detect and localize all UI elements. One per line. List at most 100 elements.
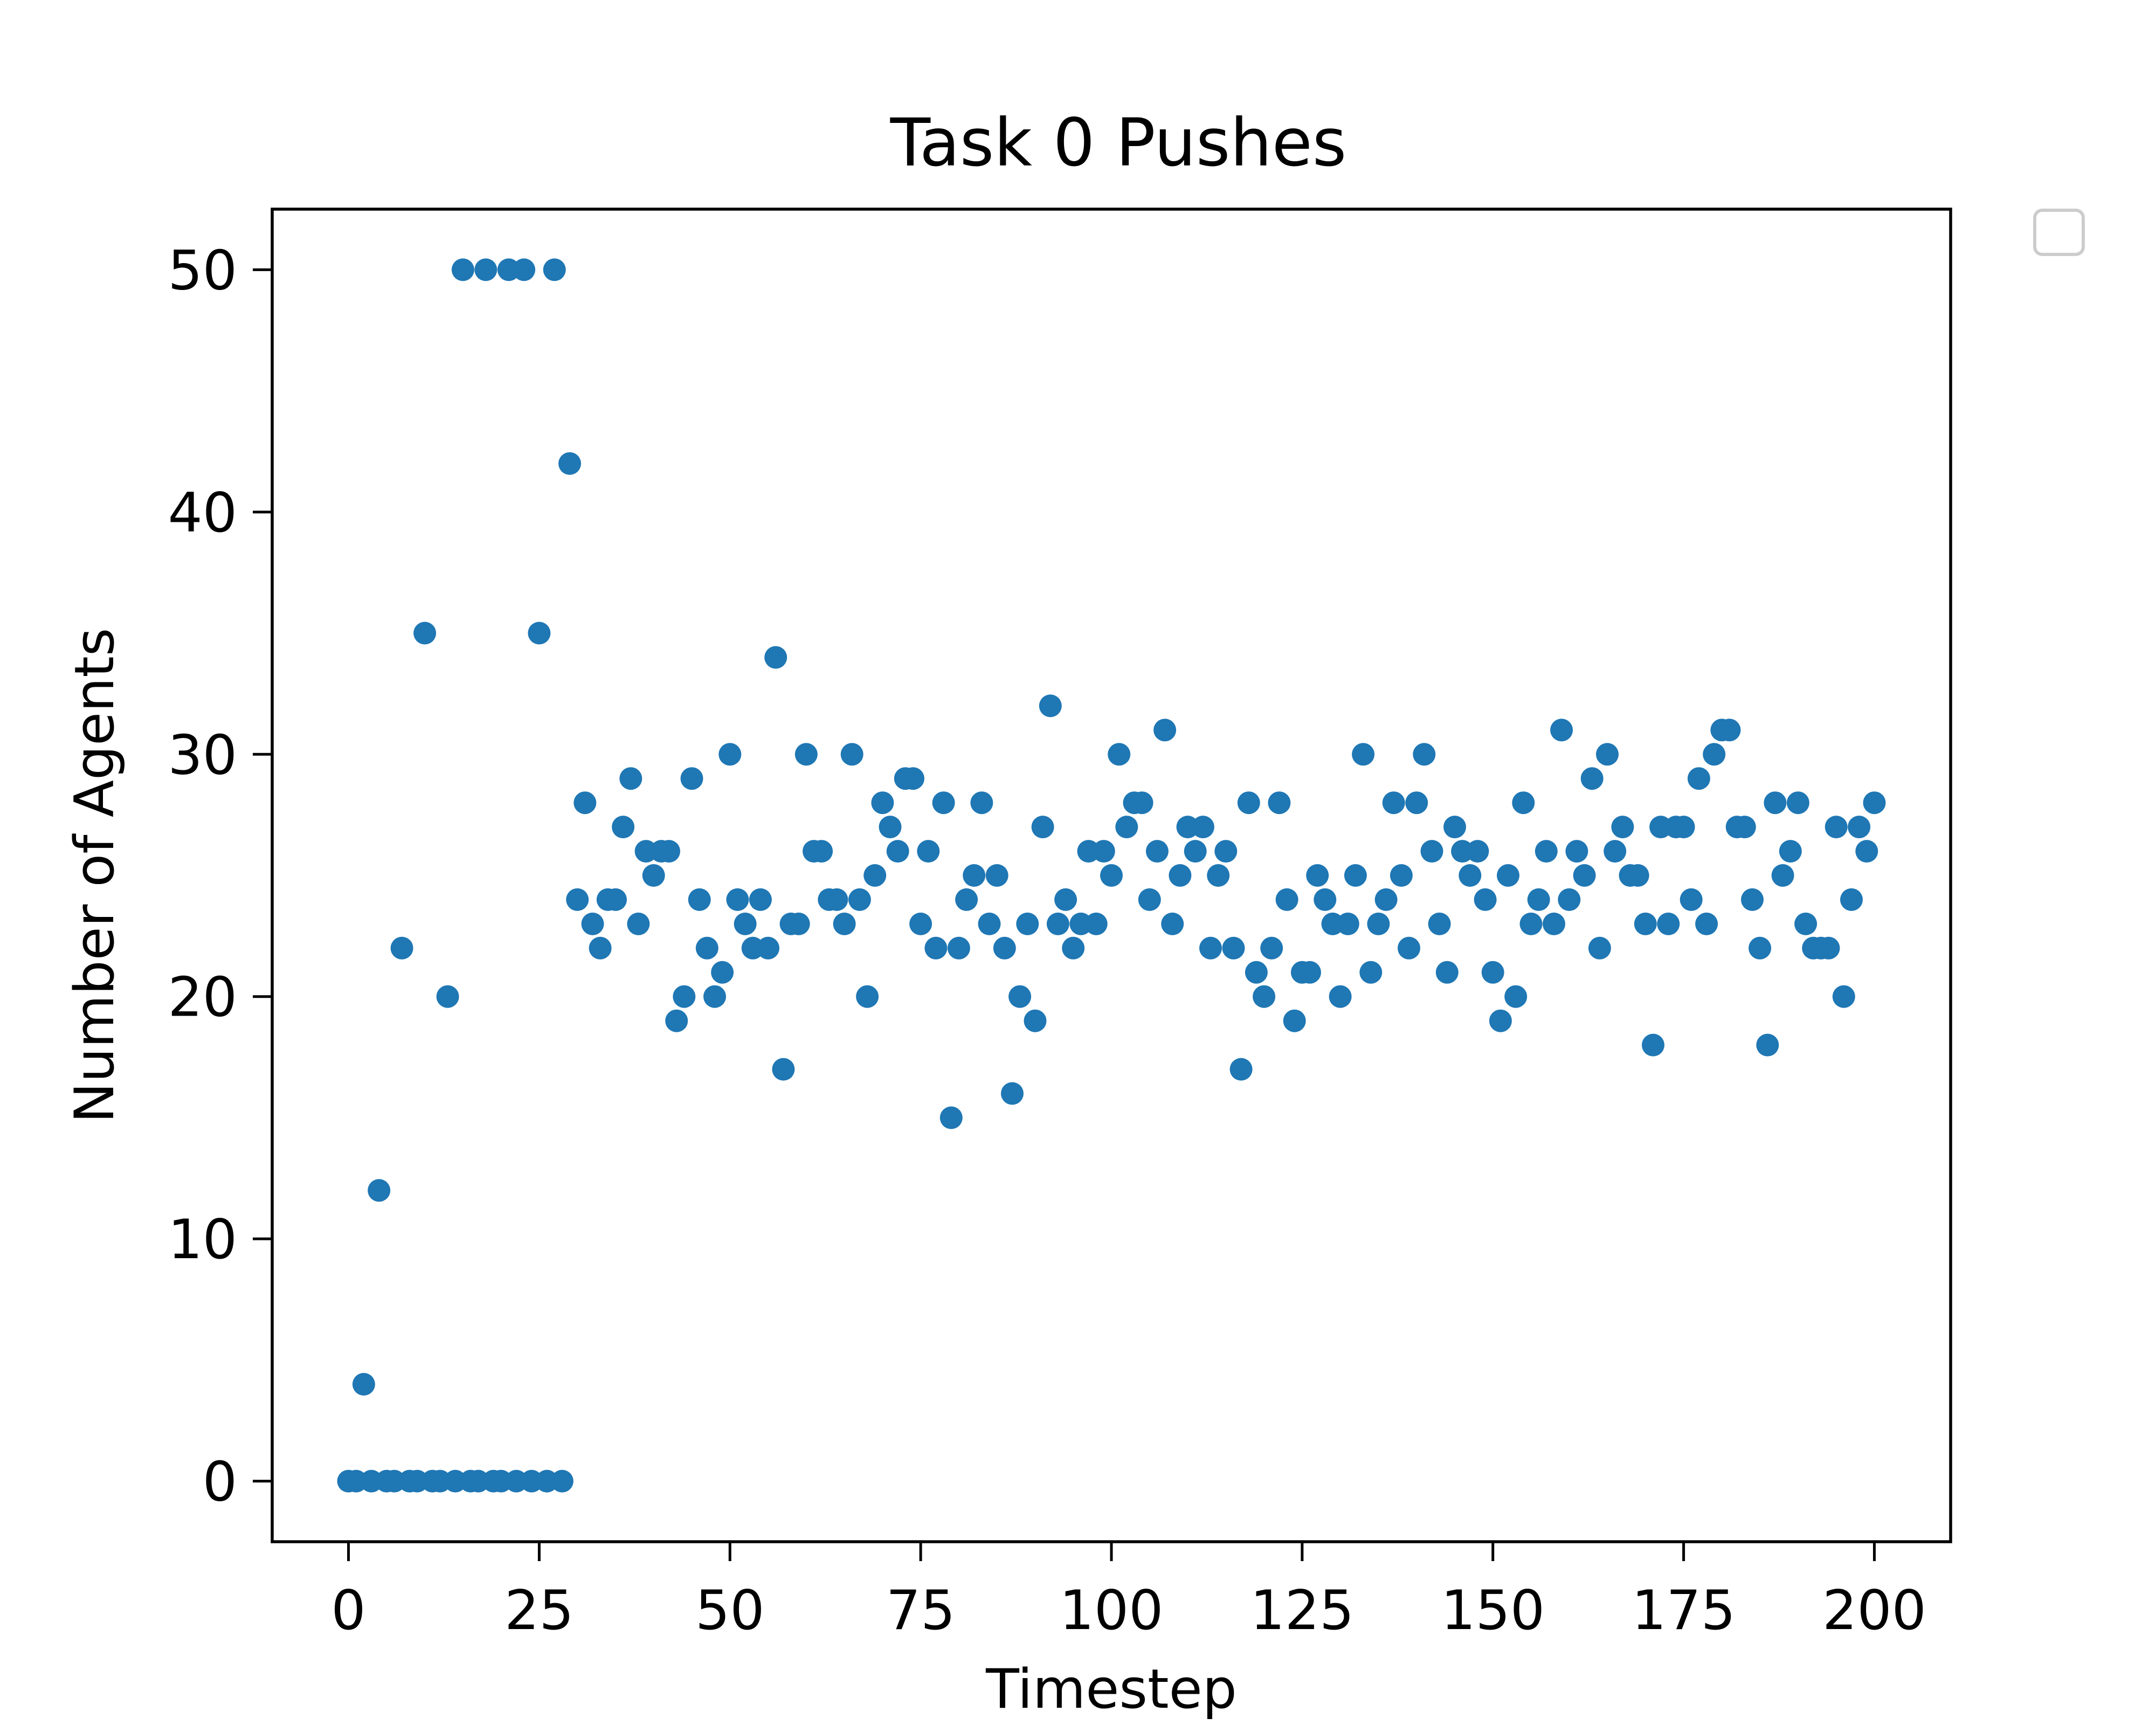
data-point: [1390, 864, 1413, 887]
data-point: [673, 985, 696, 1008]
data-point: [1199, 936, 1222, 960]
data-point: [978, 912, 1001, 935]
data-point: [1191, 816, 1214, 839]
x-tick-label: 125: [1250, 1578, 1354, 1642]
data-point: [1512, 791, 1535, 815]
data-point: [1115, 816, 1138, 839]
data-point: [848, 888, 871, 911]
x-axis-label: Timestep: [985, 1657, 1237, 1721]
data-point: [772, 1058, 795, 1081]
data-point: [1550, 719, 1573, 742]
x-axis-ticks: 0 25 50 75 100 125 150 175 200: [331, 1542, 1926, 1642]
data-point: [1672, 816, 1695, 839]
data-point: [871, 791, 894, 815]
data-point: [604, 888, 627, 911]
data-point: [1184, 840, 1207, 863]
data-point: [1695, 912, 1718, 935]
data-point: [1580, 767, 1604, 790]
data-point: [1642, 1033, 1664, 1057]
data-point: [1558, 888, 1581, 911]
data-point: [1359, 961, 1383, 984]
data-point: [718, 743, 742, 766]
data-point: [1680, 888, 1703, 911]
data-point: [1306, 864, 1329, 887]
y-tick-label: 20: [168, 965, 237, 1029]
data-point: [1687, 767, 1710, 790]
y-axis-label: Number of Agents: [63, 628, 126, 1123]
y-axis-ticks: 0 10 20 30 40 50: [168, 238, 272, 1514]
data-point: [1611, 816, 1634, 839]
data-point: [886, 840, 909, 863]
y-tick-label: 0: [203, 1450, 237, 1514]
data-point: [840, 743, 863, 766]
data-point: [757, 936, 779, 960]
data-point: [726, 888, 749, 911]
data-point: [619, 767, 642, 790]
data-point: [1741, 888, 1764, 911]
data-point: [1169, 864, 1192, 887]
data-point: [1703, 743, 1726, 766]
data-point: [1062, 936, 1085, 960]
data-point: [787, 912, 810, 935]
data-point: [1367, 912, 1390, 935]
data-point: [612, 816, 635, 839]
data-point: [1657, 912, 1680, 935]
data-point: [566, 888, 589, 911]
data-point: [1855, 840, 1878, 863]
data-point: [833, 912, 856, 935]
data-point: [1336, 912, 1359, 935]
data-point: [1245, 961, 1268, 984]
x-tick-label: 175: [1632, 1578, 1736, 1642]
data-point: [1535, 840, 1558, 863]
data-point: [413, 622, 437, 645]
y-tick-label: 40: [168, 481, 237, 544]
chart-title: Task 0 Pushes: [890, 105, 1347, 181]
data-point: [1268, 791, 1291, 815]
data-point: [1497, 864, 1519, 887]
data-point: [1435, 961, 1459, 984]
data-point: [734, 912, 757, 935]
data-point: [1718, 719, 1741, 742]
data-point: [1634, 912, 1657, 935]
data-point: [1443, 816, 1466, 839]
data-point: [1428, 912, 1451, 935]
data-point: [1161, 912, 1184, 935]
legend-box: [2033, 209, 2085, 256]
x-tick-label: 25: [505, 1578, 574, 1642]
data-point: [749, 888, 772, 911]
x-tick-label: 150: [1441, 1578, 1545, 1642]
data-point: [1786, 791, 1809, 815]
data-point: [1466, 840, 1489, 863]
data-point: [1405, 791, 1428, 815]
data-point: [642, 864, 665, 887]
data-point: [1848, 816, 1871, 839]
data-point: [1398, 936, 1420, 960]
data-point: [1771, 864, 1794, 887]
data-point: [1344, 864, 1367, 887]
data-point: [1008, 985, 1032, 1008]
data-point: [1253, 985, 1276, 1008]
x-tick-label: 75: [886, 1578, 956, 1642]
data-point: [1153, 719, 1177, 742]
data-point: [1024, 1009, 1047, 1032]
data-point: [794, 743, 818, 766]
data-point: [543, 258, 566, 281]
data-point: [1046, 912, 1069, 935]
data-point: [558, 452, 581, 475]
data-point: [909, 912, 932, 935]
data-point: [436, 985, 459, 1008]
data-point: [1588, 936, 1611, 960]
data-point: [1840, 888, 1863, 911]
data-point: [1420, 840, 1443, 863]
data-point: [550, 1469, 573, 1493]
data-point: [1519, 912, 1543, 935]
y-tick-label: 50: [168, 238, 237, 302]
data-point: [627, 912, 650, 935]
data-point: [1145, 840, 1169, 863]
data-point: [589, 936, 612, 960]
data-point: [1229, 1058, 1253, 1081]
data-point: [1092, 840, 1115, 863]
data-point: [688, 888, 711, 911]
data-point: [1084, 912, 1108, 935]
